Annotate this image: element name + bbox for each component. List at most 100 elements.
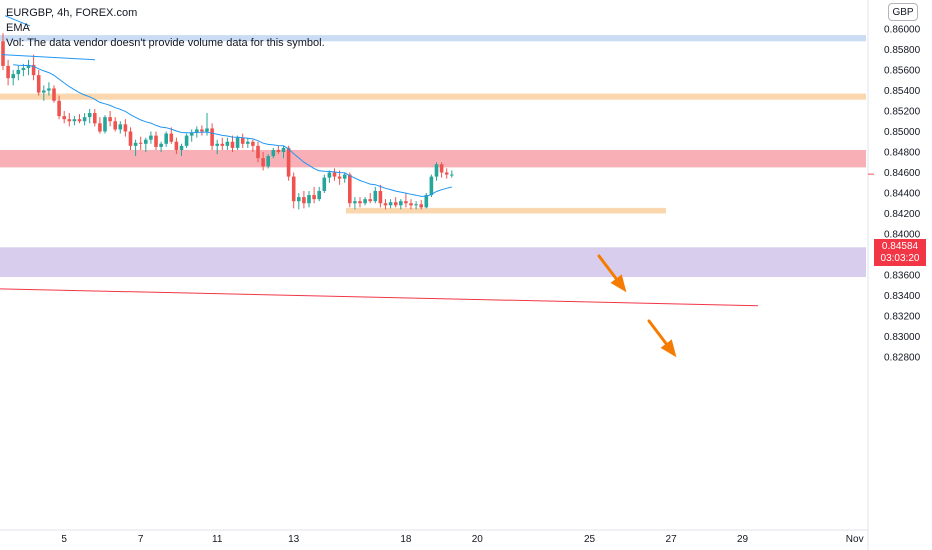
candle — [363, 197, 367, 206]
candle-body — [261, 158, 265, 167]
candle — [322, 174, 327, 193]
candle — [77, 114, 82, 124]
time-tick-label: 27 — [666, 534, 678, 545]
candle — [286, 145, 291, 181]
candle-body — [235, 137, 240, 148]
candle — [11, 70, 15, 86]
trendline — [0, 288, 759, 307]
candle-body — [327, 172, 332, 178]
candle-body — [342, 174, 347, 179]
candle — [348, 172, 352, 208]
candle-body — [36, 75, 41, 93]
zone-orange-upper — [0, 93, 866, 100]
candle-body — [205, 128, 209, 132]
candle — [246, 137, 250, 148]
symbol-title[interactable]: EURGBP, 4h, FOREX.com — [6, 7, 138, 19]
ema-label[interactable]: EMA — [6, 22, 30, 34]
candle — [93, 108, 97, 127]
price-tick-label: 0.83200 — [884, 312, 921, 323]
candle — [307, 190, 311, 208]
candle — [98, 117, 102, 134]
candle-body — [215, 143, 219, 146]
time-tick-label: 25 — [584, 534, 596, 545]
candle — [133, 139, 138, 157]
candle — [123, 119, 128, 137]
time-tick-label: 13 — [288, 534, 300, 545]
candle — [72, 116, 77, 126]
candle — [419, 200, 423, 210]
candle — [353, 197, 357, 210]
price-tick-label: 0.84600 — [884, 168, 921, 179]
candle-body — [169, 133, 174, 142]
candle — [327, 170, 332, 183]
candle-body — [210, 128, 214, 146]
candle — [368, 193, 372, 204]
candle-body — [138, 142, 143, 144]
candle-body — [307, 195, 311, 204]
candle — [388, 199, 393, 209]
candle — [189, 129, 194, 142]
candle-body — [312, 195, 316, 200]
candle-body — [281, 147, 286, 152]
candle — [174, 137, 179, 155]
candle — [429, 174, 434, 198]
candle-body — [77, 119, 82, 122]
candle-body — [450, 174, 454, 176]
time-tick-label: 29 — [737, 534, 749, 545]
candle — [118, 121, 123, 134]
bar-countdown: 03:03:20 — [880, 253, 920, 264]
candle — [52, 85, 56, 103]
candle-body — [414, 204, 418, 206]
arrow-head — [610, 274, 627, 293]
candle — [281, 145, 286, 159]
price-tick-label: 0.84800 — [884, 148, 921, 159]
candle-body — [332, 172, 337, 177]
candle — [128, 127, 133, 150]
candle-body — [133, 142, 138, 146]
candle — [261, 152, 265, 171]
candle-body — [82, 117, 87, 122]
price-tick-label: 0.86000 — [884, 25, 921, 36]
candle-body — [1, 41, 5, 66]
candle — [424, 193, 429, 209]
candle — [6, 59, 10, 86]
price-tick-label: 0.84400 — [884, 189, 921, 200]
price-tick-label: 0.85800 — [884, 45, 921, 56]
candle-body — [149, 135, 153, 140]
candle — [399, 199, 403, 210]
candle — [164, 131, 168, 147]
candle — [434, 162, 439, 181]
time-tick-label: 18 — [400, 534, 412, 545]
candle — [297, 193, 301, 210]
candle-body — [291, 176, 296, 202]
price-tick-label: 0.84200 — [884, 209, 921, 220]
chart-legend: EURGBP, 4h, FOREX.com EMA Vol: The data … — [6, 6, 325, 51]
candle — [82, 113, 87, 126]
price-tick-label: 0.82800 — [884, 353, 921, 364]
candle-body — [57, 100, 61, 117]
zone-purple — [0, 247, 866, 278]
candle-body — [246, 141, 250, 144]
candle-body — [251, 141, 255, 146]
candle-body — [399, 201, 403, 206]
candle — [87, 108, 92, 124]
candle — [36, 70, 41, 96]
candle-body — [348, 174, 352, 204]
candle-body — [11, 74, 15, 79]
candle-body — [266, 156, 270, 167]
candle — [342, 172, 347, 183]
last-price-value: 0.84584 — [881, 241, 919, 252]
candle-body — [87, 113, 92, 118]
candle — [1, 33, 5, 70]
candle-body — [179, 145, 184, 150]
candle — [62, 111, 66, 124]
price-tick-label: 0.84000 — [884, 230, 921, 241]
candle-body — [276, 149, 281, 152]
time-axis: 5 7 11 13 18 20 25 27 29 Nov — [61, 534, 863, 545]
currency-button[interactable]: GBP — [888, 3, 918, 21]
candle — [383, 199, 388, 210]
candle — [179, 143, 184, 157]
candle-body — [363, 199, 367, 204]
candle-body — [444, 172, 449, 175]
